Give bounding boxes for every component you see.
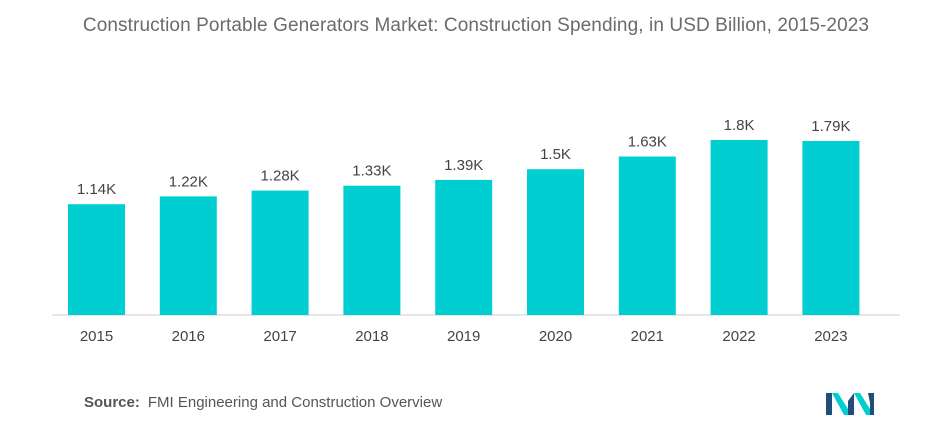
bar-2019 xyxy=(435,179,493,315)
bar-2016 xyxy=(159,196,217,315)
x-tick-label-2020: 2020 xyxy=(539,328,572,345)
x-tick-label-2017: 2017 xyxy=(263,328,296,345)
bars-group xyxy=(68,140,860,315)
data-label-2015: 1.14K xyxy=(77,181,116,198)
x-tick-label-2015: 2015 xyxy=(80,328,113,345)
source-note: Source: FMI Engineering and Construction … xyxy=(84,394,442,411)
data-labels-group: 1.14K 1.22K 1.28K 1.33K 1.39K 1.5K 1.63K 1.8K 1.… xyxy=(77,117,851,198)
data-label-2021: 1.63K xyxy=(628,134,667,151)
data-label-2022: 1.8K xyxy=(724,117,755,134)
data-label-2016: 1.22K xyxy=(169,173,208,190)
x-tick-label-2021: 2021 xyxy=(631,328,664,345)
data-label-2020: 1.5K xyxy=(540,146,571,163)
x-tick-labels-group: 2015 2016 2017 2018 2019 2020 2021 2022 2023 xyxy=(80,328,848,345)
x-tick-label-2018: 2018 xyxy=(355,328,388,345)
x-tick-label-2023: 2023 xyxy=(814,328,847,345)
bar-2020 xyxy=(527,169,584,315)
bar-2022 xyxy=(710,140,768,315)
data-label-2018: 1.33K xyxy=(352,163,391,180)
x-tick-label-2022: 2022 xyxy=(722,328,755,345)
bar-2017 xyxy=(251,190,309,315)
data-label-2023: 1.79K xyxy=(811,118,850,135)
bar-2015 xyxy=(68,204,125,315)
bar-2018 xyxy=(343,185,401,315)
data-label-2019: 1.39K xyxy=(444,157,483,174)
x-tick-label-2016: 2016 xyxy=(172,328,205,345)
chart-title: Construction Portable Generators Market:… xyxy=(82,15,870,36)
x-tick-label-2019: 2019 xyxy=(447,328,480,345)
source-label: Source: xyxy=(84,394,140,411)
data-label-2017: 1.28K xyxy=(260,168,299,185)
bar-2021 xyxy=(618,156,676,315)
source-text: FMI Engineering and Construction Overvie… xyxy=(147,394,443,411)
mordor-intelligence-logo-icon xyxy=(826,393,874,415)
bar-2023 xyxy=(802,141,860,315)
